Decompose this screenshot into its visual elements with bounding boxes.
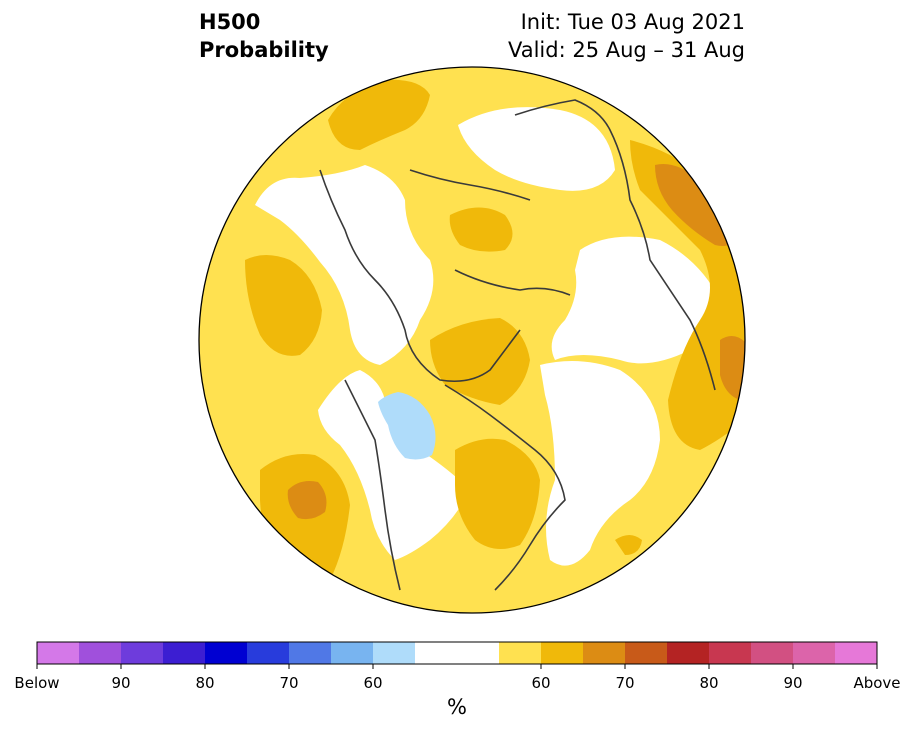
init-date: Init: Tue 03 Aug 2021 bbox=[520, 10, 745, 34]
title-left: H500 Probability bbox=[199, 8, 329, 64]
valid-date: Valid: 25 Aug – 31 Aug bbox=[507, 38, 745, 62]
colorbar-swatch bbox=[163, 642, 206, 664]
colorbar-swatch bbox=[121, 642, 164, 664]
colorbar bbox=[36, 641, 878, 669]
above-60-region-small bbox=[615, 535, 642, 555]
colorbar-swatch bbox=[667, 642, 710, 664]
map-boundary bbox=[198, 66, 746, 614]
colorbar-swatch bbox=[415, 642, 458, 664]
colorbar-swatch bbox=[331, 642, 374, 664]
white-region-arctic-canada bbox=[255, 165, 434, 365]
colorbar-tick-label: Above bbox=[853, 674, 901, 692]
colorbar-tick-label: 80 bbox=[699, 674, 719, 692]
above-60-region-4 bbox=[430, 318, 530, 405]
colorbar-swatch bbox=[205, 642, 248, 664]
colorbar-tick-label: 60 bbox=[531, 674, 551, 692]
map-fill bbox=[199, 67, 745, 613]
colorbar-swatch bbox=[79, 642, 122, 664]
above-60-region-5 bbox=[455, 438, 540, 549]
colorbar-swatch bbox=[583, 642, 626, 664]
above-70-region-3 bbox=[287, 481, 327, 520]
colorbar-tick-label: 70 bbox=[615, 674, 635, 692]
colorbar-swatch bbox=[793, 642, 836, 664]
colorbar-swatch bbox=[499, 642, 542, 664]
colorbar-swatch bbox=[289, 642, 332, 664]
colorbar-tick-label: 90 bbox=[783, 674, 803, 692]
colorbar-swatch bbox=[37, 642, 80, 664]
colorbar-swatch bbox=[709, 642, 752, 664]
colorbar-swatch bbox=[751, 642, 794, 664]
white-region-north-atlantic bbox=[540, 361, 660, 566]
colorbar-swatch bbox=[247, 642, 290, 664]
variable-title: H500 bbox=[199, 10, 261, 34]
below-60-region bbox=[378, 392, 436, 460]
colorbar-tick-label: 70 bbox=[279, 674, 299, 692]
colorbar-swatch bbox=[373, 642, 416, 664]
above-60-region-3 bbox=[449, 207, 513, 252]
colorbar-unit: % bbox=[447, 695, 467, 719]
colorbar-tick-label: 60 bbox=[363, 674, 383, 692]
coastlines bbox=[319, 99, 716, 591]
colorbar-tick-label: Below bbox=[14, 674, 60, 692]
above-70-region-1 bbox=[655, 164, 740, 246]
colorbar-swatch bbox=[625, 642, 668, 664]
product-title: Probability bbox=[199, 38, 329, 62]
above-60-region-2 bbox=[245, 255, 322, 356]
colorbar-swatch bbox=[457, 642, 500, 664]
white-region-siberia bbox=[458, 107, 615, 191]
white-region-greenland-atlantic bbox=[551, 236, 720, 364]
colorbar-swatch bbox=[541, 642, 584, 664]
colorbar-swatch bbox=[835, 642, 878, 664]
colorbar-outline bbox=[36, 641, 878, 665]
colorbar-tick-label: 90 bbox=[111, 674, 131, 692]
title-right: Init: Tue 03 Aug 2021 Valid: 25 Aug – 31… bbox=[508, 8, 745, 64]
colorbar-tick-label: 80 bbox=[195, 674, 215, 692]
above-60-region-1 bbox=[328, 79, 430, 150]
white-region-western-north-america bbox=[318, 370, 470, 560]
